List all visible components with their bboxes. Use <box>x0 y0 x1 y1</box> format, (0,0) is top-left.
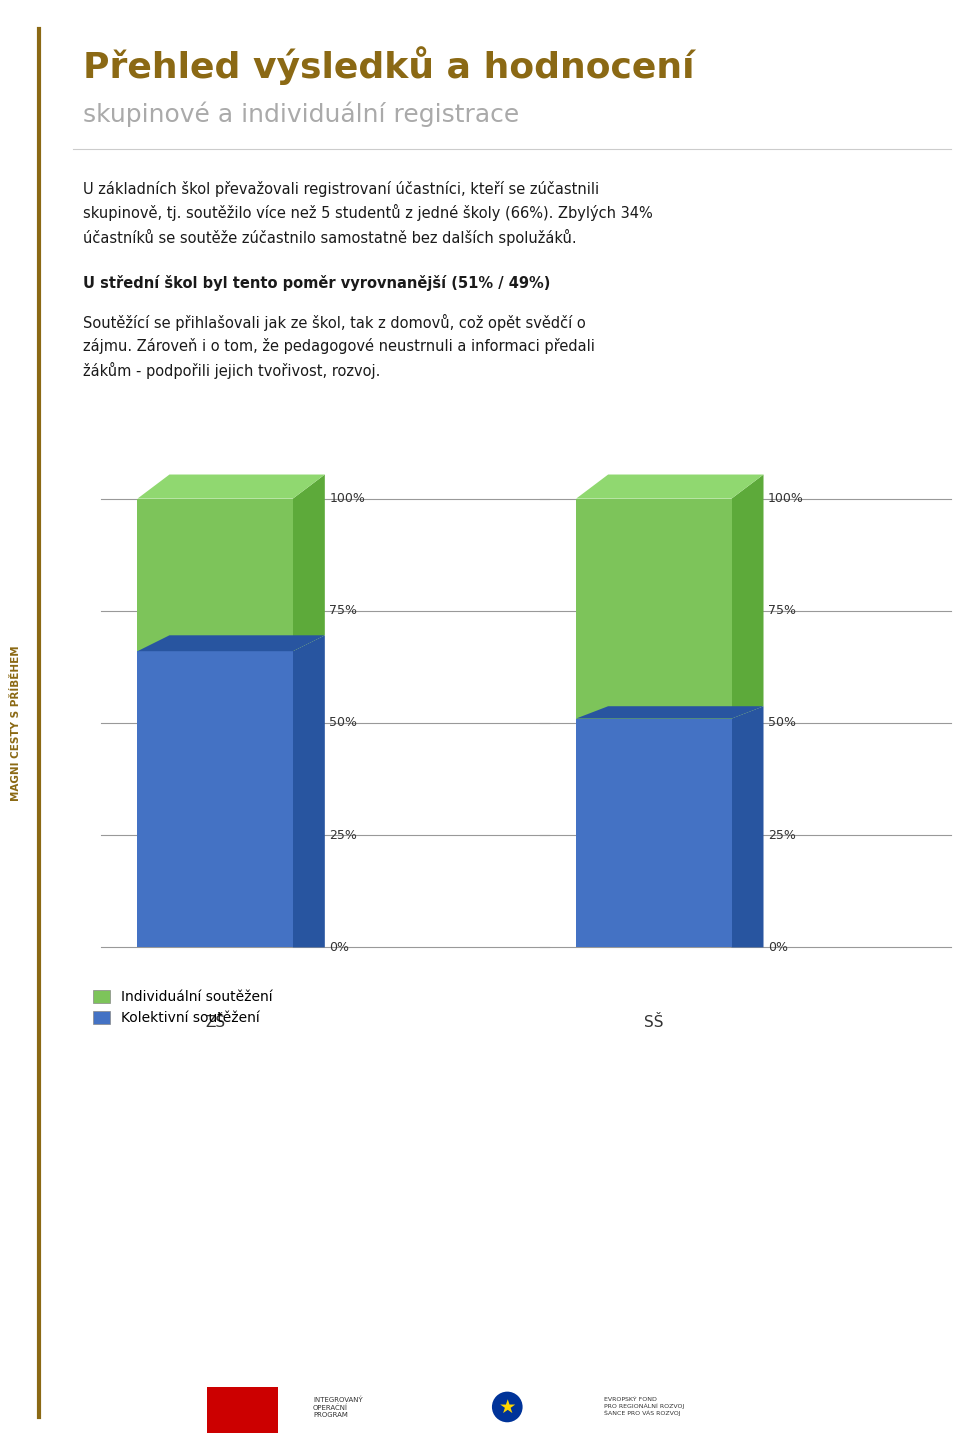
Polygon shape <box>576 474 763 499</box>
Text: EVROPSKÝ FOND
PRO REGIONÁLNÍ ROZVOJ
ŠANCE PRO VÁS ROZVOJ: EVROPSKÝ FOND PRO REGIONÁLNÍ ROZVOJ ŠANC… <box>605 1397 684 1417</box>
Polygon shape <box>137 651 293 947</box>
Text: ZŠ: ZŠ <box>205 1015 226 1030</box>
Text: 25%: 25% <box>768 829 796 842</box>
Text: 100%: 100% <box>329 492 365 505</box>
Text: 0%: 0% <box>329 941 349 954</box>
Polygon shape <box>137 474 324 499</box>
Text: Přehled výsledků a hodnocení: Přehled výsledků a hodnocení <box>83 46 694 85</box>
Text: 50%: 50% <box>329 717 357 729</box>
Polygon shape <box>576 719 732 947</box>
Polygon shape <box>293 474 324 651</box>
Text: 25%: 25% <box>329 829 357 842</box>
Text: Soutěžící se přihlašovali jak ze škol, tak z domovů, což opět svědčí o
zájmu. Zá: Soutěžící se přihlašovali jak ze škol, t… <box>83 314 594 379</box>
Bar <box>207 1387 277 1433</box>
Text: ★: ★ <box>498 1397 516 1417</box>
Text: 75%: 75% <box>329 604 357 617</box>
Polygon shape <box>732 474 763 719</box>
Polygon shape <box>293 635 324 947</box>
Polygon shape <box>576 499 732 719</box>
Polygon shape <box>576 706 763 719</box>
Polygon shape <box>137 635 324 651</box>
Text: INTEGROVANÝ
OPERAČNÍ
PROGRAM: INTEGROVANÝ OPERAČNÍ PROGRAM <box>313 1397 363 1417</box>
Polygon shape <box>732 706 763 947</box>
Text: skupinové a individuální registrace: skupinové a individuální registrace <box>83 101 519 127</box>
Text: 50%: 50% <box>768 717 796 729</box>
Polygon shape <box>137 499 293 651</box>
Legend: Individuální soutěžení, Kolektivní soutěžení: Individuální soutěžení, Kolektivní soutě… <box>93 991 273 1025</box>
Text: 75%: 75% <box>768 604 796 617</box>
Text: 100%: 100% <box>768 492 804 505</box>
Text: SŠ: SŠ <box>644 1015 663 1030</box>
Text: U střední škol byl tento poměr vyrovnanější (51% / 49%): U střední škol byl tento poměr vyrovnaně… <box>83 275 550 291</box>
Text: MAGNI CESTY S PŘÍBĚHEM: MAGNI CESTY S PŘÍBĚHEM <box>12 645 21 801</box>
Text: U základních škol převažovali registrovaní účastníci, kteří se zúčastnili
skupin: U základních škol převažovali registrova… <box>83 181 653 246</box>
Text: 0%: 0% <box>768 941 788 954</box>
